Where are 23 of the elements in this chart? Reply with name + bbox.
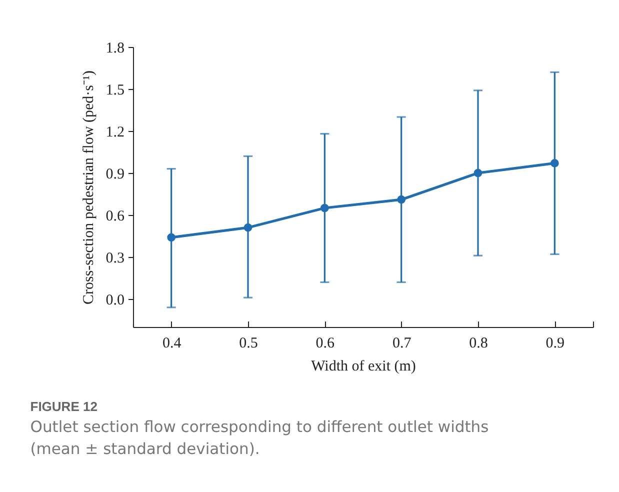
point: [474, 168, 482, 178]
y-tick-label: 0.3: [106, 250, 124, 266]
y-axis-title: Cross-section pedestrian flow (ped·s⁻¹): [80, 70, 97, 305]
x-tick-label: 0.5: [239, 336, 258, 352]
x-axis-title: Width of exit (m): [311, 358, 416, 374]
x-tick-label: 0.7: [392, 336, 412, 352]
point: [244, 223, 252, 232]
point: [167, 233, 176, 242]
text: Outlet section flow corresponding to different outlet widths (mean ± standard deviation).: [30, 418, 489, 458]
x-tick-label: 0.9: [546, 336, 565, 352]
y-tick-label: 1.2: [106, 124, 124, 140]
x-tick-label: 0.8: [469, 336, 488, 352]
y-tick-label: 0.0: [106, 292, 124, 308]
x-tick-label: 0.4: [162, 336, 182, 352]
point: [397, 195, 406, 204]
text: FIGURE 12: [30, 399, 98, 414]
x-tick-label: 0.6: [316, 336, 336, 352]
point: [320, 204, 329, 212]
y-tick-label: 1.5: [106, 82, 124, 98]
point: [550, 159, 559, 168]
y-tick-label: 0.6: [106, 208, 125, 224]
y-tick-label: 1.8: [106, 40, 124, 56]
y-tick-label: 0.9: [106, 166, 124, 182]
